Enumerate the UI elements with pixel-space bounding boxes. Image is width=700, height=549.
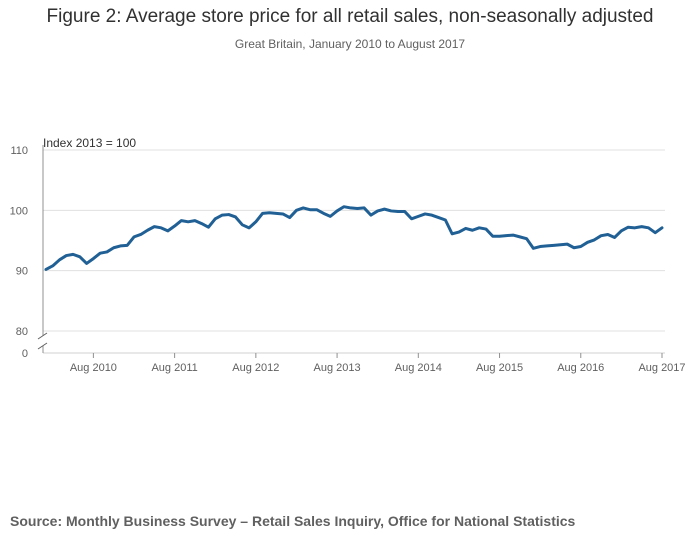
x-tick-label: Aug 2016 bbox=[557, 362, 604, 374]
axis-break-mark bbox=[37, 332, 48, 340]
x-tick-label: Aug 2013 bbox=[314, 362, 361, 374]
y-tick-label: 110 bbox=[10, 145, 28, 157]
x-tick-labels: Aug 2010 Aug 2011 Aug 2012 Aug 2013 Aug 2014… bbox=[70, 362, 686, 374]
series-group bbox=[44, 205, 664, 271]
chart-title: Figure 2: Average store price for all re… bbox=[46, 6, 654, 27]
axis-break-mark bbox=[37, 342, 48, 350]
x-tick-label: Aug 2011 bbox=[151, 362, 197, 374]
x-tick-label: Aug 2014 bbox=[395, 362, 442, 374]
x-tick-label: Aug 2015 bbox=[476, 362, 523, 374]
y-axis-unit-label: Index 2013 = 100 bbox=[43, 136, 136, 150]
series-line-average-store-price bbox=[44, 205, 664, 271]
gridlines bbox=[43, 149, 665, 332]
y-tick-labels: 80 90 100 110 0 bbox=[10, 145, 28, 360]
y-tick-label-zero: 0 bbox=[22, 348, 28, 360]
chart-subtitle: Great Britain, January 2010 to August 20… bbox=[234, 37, 466, 51]
x-tick-label: Aug 2010 bbox=[70, 362, 117, 374]
axes bbox=[37, 145, 665, 358]
source-note: Source: Monthly Business Survey – Retail… bbox=[10, 513, 576, 529]
x-tick-label: Aug 2017 bbox=[638, 362, 685, 374]
y-tick-label: 100 bbox=[10, 205, 28, 217]
x-tick-label: Aug 2012 bbox=[232, 362, 279, 374]
y-tick-label: 90 bbox=[16, 266, 28, 278]
y-tick-label: 80 bbox=[16, 326, 28, 338]
